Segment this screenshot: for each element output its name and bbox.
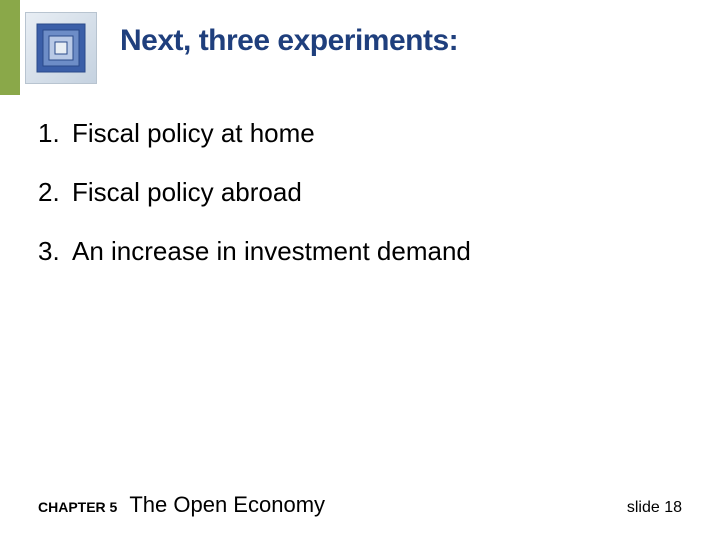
list-number: 1.	[38, 118, 72, 149]
slide-header: Next, three experiments:	[0, 0, 720, 18]
spiral-square-icon	[25, 12, 97, 84]
list-text: Fiscal policy at home	[72, 118, 315, 149]
slide-title: Next, three experiments:	[120, 24, 458, 58]
list-text: An increase in investment demand	[72, 236, 471, 267]
list-number: 3.	[38, 236, 72, 267]
list-item: 2. Fiscal policy abroad	[38, 177, 682, 208]
slide-number: slide 18	[627, 499, 682, 517]
list-item: 3. An increase in investment demand	[38, 236, 682, 267]
footer-left: CHAPTER 5 The Open Economy	[38, 492, 325, 518]
list-item: 1. Fiscal policy at home	[38, 118, 682, 149]
header-accent-bar	[0, 0, 20, 95]
slide-footer: CHAPTER 5 The Open Economy slide 18	[38, 492, 682, 518]
list-number: 2.	[38, 177, 72, 208]
slide-content: 1. Fiscal policy at home 2. Fiscal polic…	[38, 118, 682, 295]
chapter-title: The Open Economy	[129, 492, 325, 518]
chapter-label: CHAPTER 5	[38, 499, 117, 515]
list-text: Fiscal policy abroad	[72, 177, 302, 208]
